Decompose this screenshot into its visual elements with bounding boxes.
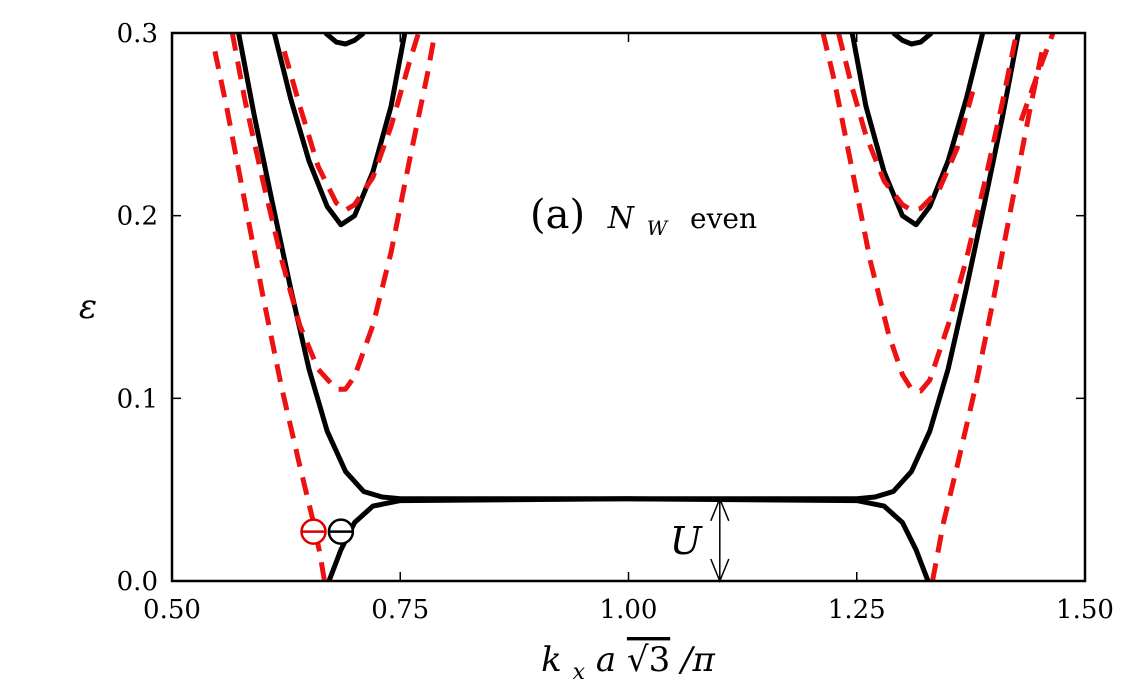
panel-label: (a) N W even bbox=[530, 192, 757, 245]
x-axis-label: k x a √3 /π bbox=[541, 640, 715, 685]
y-tick-label: 0.1 bbox=[117, 384, 158, 414]
solid-band-3 bbox=[849, 33, 986, 228]
annotations-layer: U bbox=[300, 496, 730, 583]
dashed-band-8 bbox=[281, 33, 421, 213]
y-tick-label: 0.3 bbox=[117, 19, 158, 49]
y-tick-label: 0.0 bbox=[117, 567, 158, 597]
dashed-band-11 bbox=[930, 50, 1045, 581]
x-axis-label-k: k bbox=[541, 640, 562, 680]
y-tick-label: 0.2 bbox=[117, 202, 158, 232]
solid-band-5 bbox=[891, 33, 934, 47]
gap-arrow-head-up bbox=[710, 496, 730, 522]
dashed-band-10 bbox=[836, 33, 976, 213]
solid-band-2 bbox=[271, 33, 408, 228]
x-axis-label-sub: x bbox=[573, 660, 586, 685]
curves-layer bbox=[212, 33, 1056, 581]
solid-band-4 bbox=[323, 33, 366, 47]
solid-band-0 bbox=[236, 33, 1021, 502]
x-axis-label-div: /π bbox=[678, 640, 715, 680]
x-tick-label: 1.50 bbox=[1056, 595, 1114, 625]
x-axis-label-a: a bbox=[596, 640, 616, 680]
dashed-band-12 bbox=[1018, 33, 1056, 122]
panel-label-letter: (a) bbox=[530, 192, 585, 238]
ticks-layer: 0.50 0.75 1.00 1.25 1.50 0.0 0.1 0.2 0.3 bbox=[117, 19, 1114, 625]
gap-arrow-head-down bbox=[710, 558, 730, 583]
x-tick-label: 0.50 bbox=[143, 595, 201, 625]
solid-band-1 bbox=[326, 496, 931, 581]
dashed-band-7 bbox=[229, 33, 438, 392]
plot-frame bbox=[170, 31, 1087, 583]
x-tick-label: 0.75 bbox=[371, 595, 429, 625]
dashed-band-9 bbox=[820, 33, 1019, 394]
y-axis-label: ε bbox=[79, 287, 97, 327]
x-tick-label: 1.25 bbox=[828, 595, 886, 625]
panel-label-n: N bbox=[607, 201, 636, 236]
gap-label: U bbox=[670, 519, 704, 563]
x-tick-label: 1.00 bbox=[600, 595, 658, 625]
dashed-band-6 bbox=[212, 50, 327, 581]
panel-label-n-subscript: W bbox=[647, 216, 669, 240]
x-axis-label-sqrt: √3 bbox=[627, 640, 670, 680]
panel-label-even: even bbox=[690, 202, 757, 235]
